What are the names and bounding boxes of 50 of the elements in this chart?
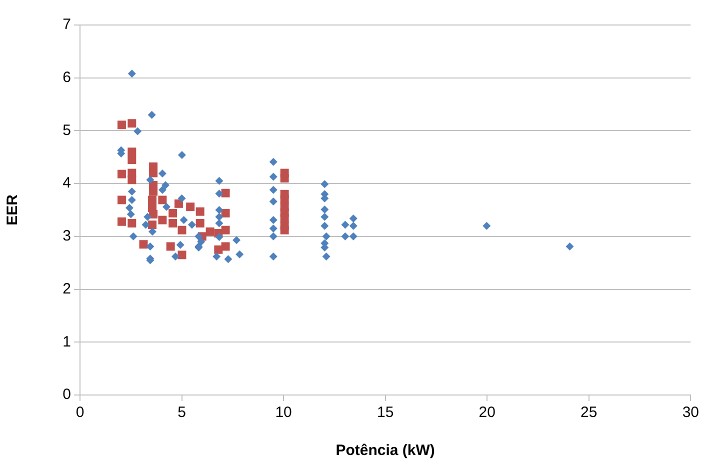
x-tick-label: 5 xyxy=(178,404,186,422)
point xyxy=(158,196,167,204)
point xyxy=(221,226,230,234)
point xyxy=(117,120,126,130)
point xyxy=(178,226,186,234)
x-tick-label: 20 xyxy=(478,404,496,422)
point xyxy=(128,119,136,128)
point xyxy=(128,176,136,184)
point xyxy=(149,187,158,196)
y-tick-label: 2 xyxy=(62,280,71,298)
y-tick-label: 3 xyxy=(62,228,71,245)
point xyxy=(149,210,158,218)
x-tick-label: 30 xyxy=(682,404,699,422)
y-tick-label: 0 xyxy=(62,386,71,404)
x-tick-label: 10 xyxy=(275,404,292,422)
point xyxy=(280,174,289,183)
x-tick-label: 0 xyxy=(76,404,84,422)
point xyxy=(149,168,158,178)
y-tick-label: 4 xyxy=(62,174,71,192)
point xyxy=(158,216,167,224)
point xyxy=(117,170,126,178)
point xyxy=(148,196,157,204)
x-tick-label: 15 xyxy=(376,404,394,422)
point xyxy=(168,218,178,228)
point xyxy=(168,208,178,218)
point xyxy=(280,226,289,234)
point xyxy=(178,250,186,260)
point xyxy=(117,217,126,226)
point xyxy=(166,242,175,251)
point xyxy=(221,242,230,251)
point xyxy=(196,218,204,228)
point xyxy=(196,207,204,216)
y-tick-label: 6 xyxy=(62,69,71,86)
point xyxy=(139,240,148,249)
point xyxy=(128,156,136,164)
x-tick-label: 25 xyxy=(580,404,598,422)
y-tick-label: 1 xyxy=(62,333,71,350)
point xyxy=(186,202,195,212)
point xyxy=(128,148,136,156)
point xyxy=(214,245,223,254)
y-tick-label: 7 xyxy=(62,16,71,34)
x-axis-title: Potência (kW) xyxy=(336,442,435,460)
point xyxy=(117,196,126,204)
point xyxy=(206,227,214,236)
point xyxy=(128,218,136,228)
y-tick-label: 5 xyxy=(62,122,71,139)
point xyxy=(148,220,157,230)
point xyxy=(221,208,230,218)
y-axis-title: EER xyxy=(4,194,22,226)
point xyxy=(221,188,230,198)
